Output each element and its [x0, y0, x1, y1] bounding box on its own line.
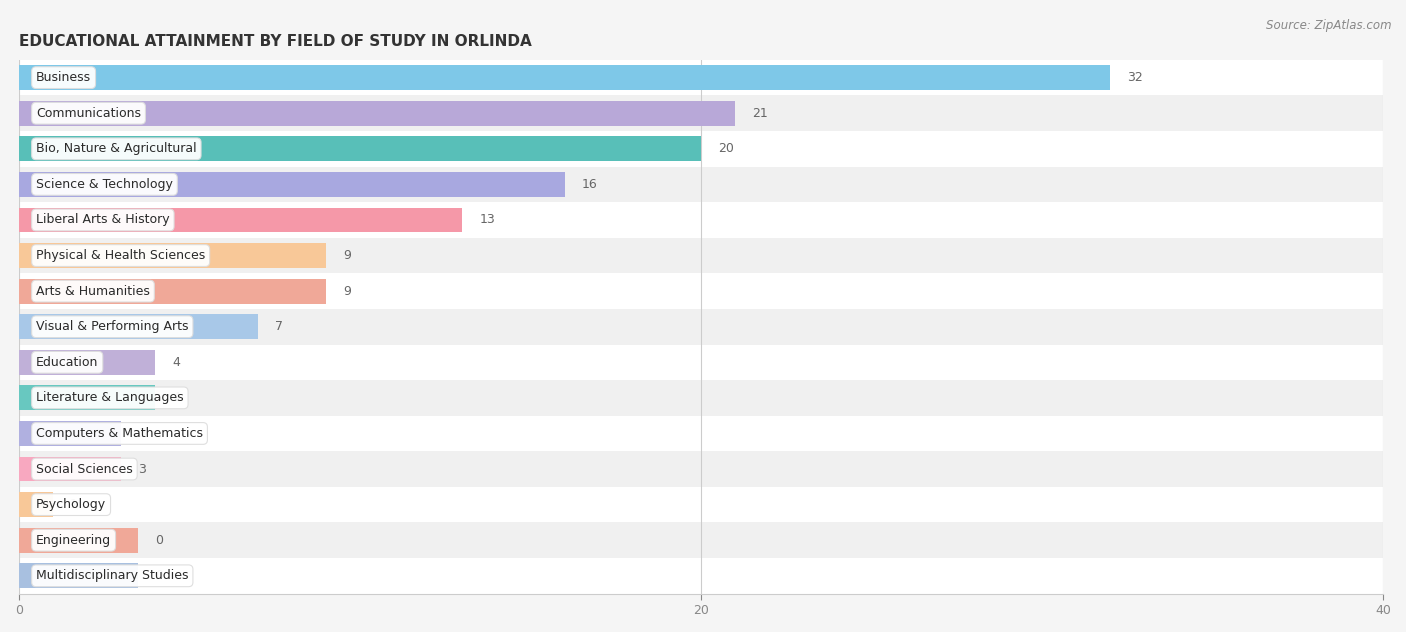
- Text: 3: 3: [138, 427, 146, 440]
- Bar: [20, 350, 156, 375]
- Text: Psychology: Psychology: [37, 498, 107, 511]
- Bar: [20, 202, 1384, 238]
- Bar: [20, 380, 1384, 416]
- Text: 32: 32: [1128, 71, 1143, 84]
- Text: 16: 16: [582, 178, 598, 191]
- Bar: [20, 207, 463, 233]
- Text: 0: 0: [156, 533, 163, 547]
- Bar: [20, 279, 326, 303]
- Text: 9: 9: [343, 249, 352, 262]
- Bar: [20, 172, 565, 197]
- Text: Bio, Nature & Agricultural: Bio, Nature & Agricultural: [37, 142, 197, 155]
- Bar: [20, 416, 1384, 451]
- Text: Social Sciences: Social Sciences: [37, 463, 132, 475]
- Bar: [20, 563, 138, 588]
- Bar: [20, 95, 1384, 131]
- Bar: [20, 528, 138, 552]
- Text: Literature & Languages: Literature & Languages: [37, 391, 184, 404]
- Bar: [20, 65, 1111, 90]
- Text: 0: 0: [156, 569, 163, 582]
- Text: 4: 4: [173, 391, 180, 404]
- Bar: [20, 60, 1384, 95]
- Text: 4: 4: [173, 356, 180, 369]
- Text: 1: 1: [70, 498, 77, 511]
- Text: Visual & Performing Arts: Visual & Performing Arts: [37, 320, 188, 333]
- Bar: [20, 558, 1384, 593]
- Bar: [20, 451, 1384, 487]
- Bar: [20, 167, 1384, 202]
- Text: Arts & Humanities: Arts & Humanities: [37, 284, 150, 298]
- Bar: [20, 523, 1384, 558]
- Bar: [20, 137, 702, 161]
- Bar: [20, 238, 1384, 274]
- Bar: [20, 131, 1384, 167]
- Text: 3: 3: [138, 463, 146, 475]
- Text: Engineering: Engineering: [37, 533, 111, 547]
- Text: 21: 21: [752, 107, 768, 119]
- Text: Science & Technology: Science & Technology: [37, 178, 173, 191]
- Bar: [20, 274, 1384, 309]
- Bar: [20, 487, 1384, 523]
- Text: 9: 9: [343, 284, 352, 298]
- Text: Multidisciplinary Studies: Multidisciplinary Studies: [37, 569, 188, 582]
- Text: 13: 13: [479, 214, 495, 226]
- Text: Education: Education: [37, 356, 98, 369]
- Text: EDUCATIONAL ATTAINMENT BY FIELD OF STUDY IN ORLINDA: EDUCATIONAL ATTAINMENT BY FIELD OF STUDY…: [20, 34, 531, 49]
- Bar: [20, 421, 121, 446]
- Text: 7: 7: [274, 320, 283, 333]
- Bar: [20, 100, 735, 126]
- Text: 20: 20: [718, 142, 734, 155]
- Bar: [20, 309, 1384, 344]
- Bar: [20, 456, 121, 482]
- Text: Physical & Health Sciences: Physical & Health Sciences: [37, 249, 205, 262]
- Bar: [20, 314, 257, 339]
- Text: Communications: Communications: [37, 107, 141, 119]
- Bar: [20, 243, 326, 268]
- Bar: [20, 492, 53, 517]
- Text: Source: ZipAtlas.com: Source: ZipAtlas.com: [1267, 19, 1392, 32]
- Bar: [20, 386, 156, 410]
- Text: Computers & Mathematics: Computers & Mathematics: [37, 427, 202, 440]
- Text: Liberal Arts & History: Liberal Arts & History: [37, 214, 170, 226]
- Text: Business: Business: [37, 71, 91, 84]
- Bar: [20, 344, 1384, 380]
